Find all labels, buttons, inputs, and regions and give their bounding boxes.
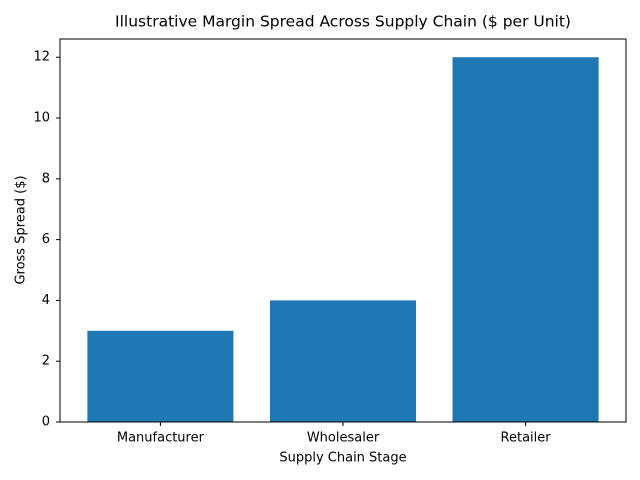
y-tick-label: 8 xyxy=(42,171,50,186)
x-tick-label: Manufacturer xyxy=(117,431,205,446)
y-tick-label: 0 xyxy=(42,415,50,430)
y-tick-label: 4 xyxy=(42,293,50,308)
plot-frame xyxy=(59,38,627,423)
x-tick-label: Retailer xyxy=(501,431,552,446)
bar xyxy=(269,300,417,422)
x-tick-label: Wholesaler xyxy=(307,431,380,446)
y-tick-label: 12 xyxy=(33,50,50,65)
chart-title: Illustrative Margin Spread Across Supply… xyxy=(115,13,571,31)
y-tick-label: 10 xyxy=(33,111,50,126)
y-axis-label: Gross Spread ($) xyxy=(14,175,29,284)
bar xyxy=(87,330,234,422)
x-axis-label: Supply Chain Stage xyxy=(279,451,406,466)
y-tick-label: 6 xyxy=(42,232,50,247)
bar xyxy=(452,57,599,422)
y-tick-label: 2 xyxy=(42,354,50,369)
